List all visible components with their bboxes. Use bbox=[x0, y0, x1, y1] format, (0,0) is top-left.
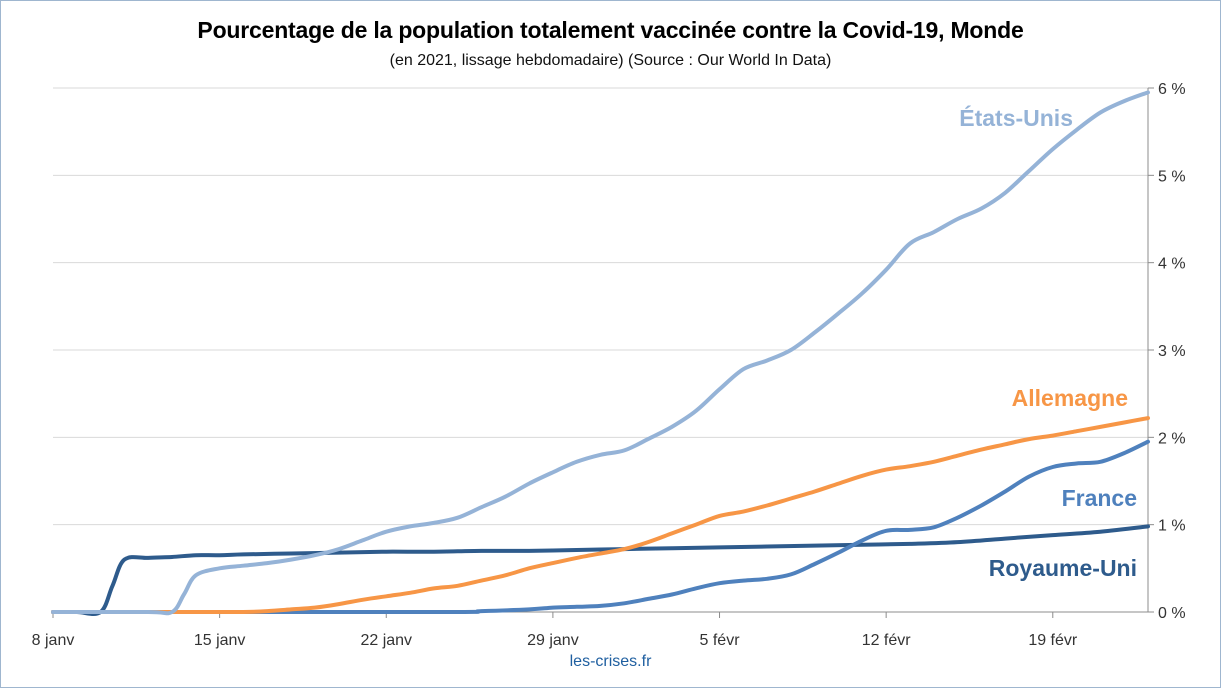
y-tick-label: 5 % bbox=[1158, 168, 1186, 185]
chart-subtitle: (en 2021, lissage hebdomadaire) (Source … bbox=[389, 52, 832, 69]
x-tick-label: 19 févr bbox=[1028, 632, 1078, 649]
series-label-3: Royaume-Uni bbox=[989, 555, 1137, 581]
series-line-3 bbox=[51, 524, 1150, 616]
series-line-1 bbox=[51, 416, 1150, 615]
x-tick-label: 12 févr bbox=[862, 632, 912, 649]
series-labels: États-Unis Allemagne France Royaume-Uni bbox=[959, 104, 1137, 581]
y-tick-label: 1 % bbox=[1158, 518, 1186, 535]
y-axis-ticks: 0 % 1 % 2 % 3 % 4 % 5 % 6 % bbox=[1148, 81, 1186, 622]
x-axis-ticks: 8 janv 15 janv 22 janv 29 janv 5 févr 12 févr… bbox=[32, 612, 1078, 649]
series-line-2 bbox=[51, 439, 1150, 615]
y-tick-label: 0 % bbox=[1158, 605, 1186, 622]
x-tick-label: 8 janv bbox=[32, 632, 75, 649]
series-lines bbox=[51, 90, 1150, 616]
series-line-0 bbox=[51, 90, 1150, 616]
gridlines bbox=[53, 87, 1148, 526]
chart-title: Pourcentage de la population totalement … bbox=[197, 17, 1024, 43]
x-tick-label: 5 févr bbox=[700, 632, 741, 649]
y-tick-label: 3 % bbox=[1158, 343, 1186, 360]
series-label-1: Allemagne bbox=[1012, 385, 1128, 411]
x-tick-label: 29 janv bbox=[527, 632, 579, 649]
source-credit: les-crises.fr bbox=[569, 653, 652, 670]
x-tick-label: 22 janv bbox=[360, 632, 412, 649]
y-tick-label: 2 % bbox=[1158, 430, 1186, 447]
x-tick-label: 15 janv bbox=[194, 632, 246, 649]
series-label-2: France bbox=[1062, 485, 1137, 511]
series-label-0: États-Unis bbox=[959, 104, 1073, 131]
y-tick-label: 4 % bbox=[1158, 256, 1186, 273]
y-tick-label: 6 % bbox=[1158, 81, 1186, 98]
